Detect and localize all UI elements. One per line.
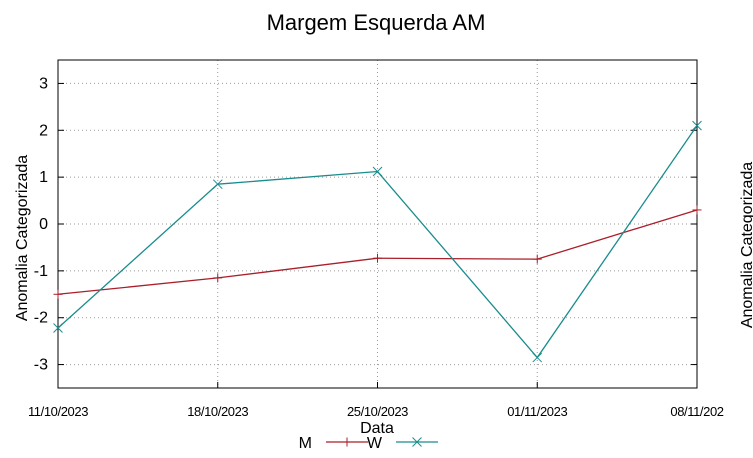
right-y-axis-label: Anomalia Categorizada <box>739 162 753 328</box>
plot-frame <box>57 59 698 389</box>
y-tick-labels: 3 2 1 0 -1 -2 -3 <box>34 75 48 373</box>
grid-lines <box>57 60 698 388</box>
y-tick-label: -1 <box>34 263 48 280</box>
chart-title: Margem Esquerda AM <box>267 10 486 35</box>
legend-marker-m <box>342 437 352 447</box>
data-point-w <box>692 120 702 131</box>
x-tick-label: 08/11/202 <box>670 404 723 419</box>
y-tick-label: 1 <box>39 169 48 186</box>
legend-label-w: W <box>367 435 383 452</box>
data-point-w <box>212 179 223 190</box>
plot-area <box>53 120 702 363</box>
data-point-w <box>53 323 63 333</box>
y-tick-label: -2 <box>34 310 48 327</box>
data-point-w <box>532 352 543 363</box>
y-tick-label: 0 <box>39 216 48 233</box>
x-axis-label: Data <box>360 420 394 437</box>
y-tick-label: -3 <box>34 357 48 374</box>
data-point-m <box>692 205 702 215</box>
data-point-m <box>532 254 542 264</box>
y-axis-label: Anomalia Categorizada <box>14 155 31 321</box>
data-point-m <box>373 253 382 263</box>
y-tick-label: 3 <box>39 75 48 92</box>
x-tick-label: 25/10/2023 <box>347 404 408 419</box>
legend-label-m: M <box>299 435 312 452</box>
legend-marker-w <box>412 437 422 447</box>
y-tick-label: 2 <box>39 122 48 139</box>
x-tick-labels: 11/10/2023 18/10/2023 25/10/2023 01/11/2023… <box>28 404 724 419</box>
data-point-w <box>372 166 383 177</box>
data-point-m <box>53 289 63 299</box>
axes <box>57 59 698 389</box>
data-point-m <box>213 273 223 283</box>
x-tick-label: 11/10/2023 <box>28 404 88 419</box>
x-tick-label: 01/11/2023 <box>507 404 567 419</box>
x-tick-label: 18/10/2023 <box>187 404 248 419</box>
